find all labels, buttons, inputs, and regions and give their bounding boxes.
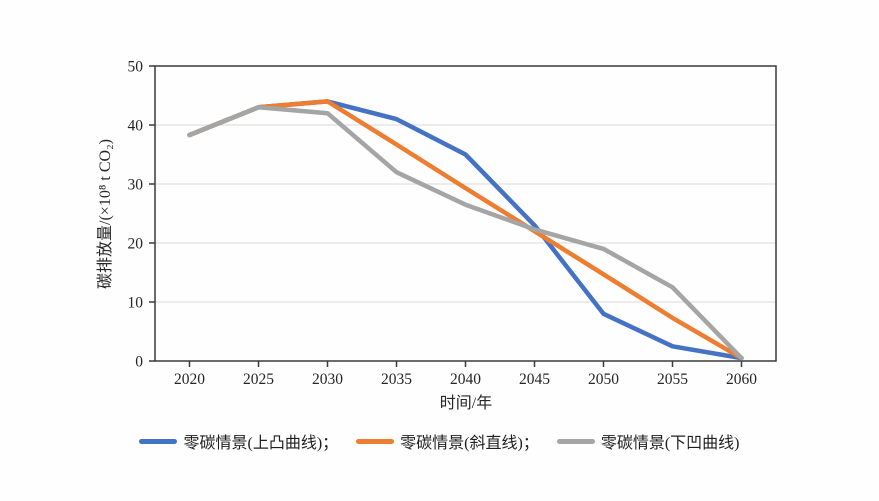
legend-item-convex-curve: 零碳情景(上凸曲线)；: [139, 429, 338, 453]
legend-label-concave-curve: 零碳情景(下凹曲线): [600, 435, 740, 452]
y-tick-label-0: 0: [135, 354, 143, 371]
x-tick-label-2035: 2035: [381, 371, 412, 388]
y-axis-ticks: 0 10 20 30 40 50: [128, 59, 155, 371]
chart-legend: 零碳情景(上凸曲线)； 零碳情景(斜直线)； 零碳情景(下凹曲线): [0, 429, 879, 453]
series-line-2: [187, 105, 744, 361]
y-axis-title: 碳排放量/(×10⁸ t CO₂): [96, 139, 114, 289]
x-tick-label-2030: 2030: [312, 371, 343, 388]
legend-swatch-blue: [139, 438, 178, 444]
series-line-0: [187, 99, 744, 361]
y-tick-label-40: 40: [128, 118, 144, 135]
legend-label-straight-line: 零碳情景(斜直线)；: [400, 435, 539, 452]
series-line-1: [187, 99, 744, 361]
x-tick-label-2050: 2050: [588, 371, 619, 388]
x-tick-label-2025: 2025: [243, 371, 274, 388]
x-axis-title: 时间/年: [440, 394, 492, 412]
x-axis-ticks: 2020 2025 2030 2035 2040 2045 2050 2055 2060: [174, 361, 757, 388]
legend-label-convex-curve: 零碳情景(上凸曲线)；: [183, 435, 339, 452]
legend-item-concave-curve: 零碳情景(下凹曲线): [556, 429, 740, 453]
x-tick-label-2060: 2060: [726, 371, 757, 388]
x-tick-label-2020: 2020: [174, 371, 205, 388]
y-tick-label-50: 50: [128, 59, 144, 76]
series-lines: [187, 99, 744, 361]
legend-swatch-gray: [556, 438, 595, 444]
x-tick-label-2040: 2040: [450, 371, 481, 388]
x-tick-label-2055: 2055: [657, 371, 688, 388]
line-chart: 2020 2025 2030 2035 2040 2045 2050 2055 2060 010…: [96, 59, 777, 412]
y-tick-label-20: 20: [128, 236, 144, 253]
gridlines: [155, 124, 776, 303]
legend-item-straight-line: 零碳情景(斜直线)；: [356, 429, 539, 453]
y-tick-label-10: 10: [128, 295, 144, 312]
legend-swatch-orange: [356, 438, 395, 444]
x-tick-label-2045: 2045: [519, 371, 550, 388]
y-tick-label-30: 30: [128, 177, 144, 194]
